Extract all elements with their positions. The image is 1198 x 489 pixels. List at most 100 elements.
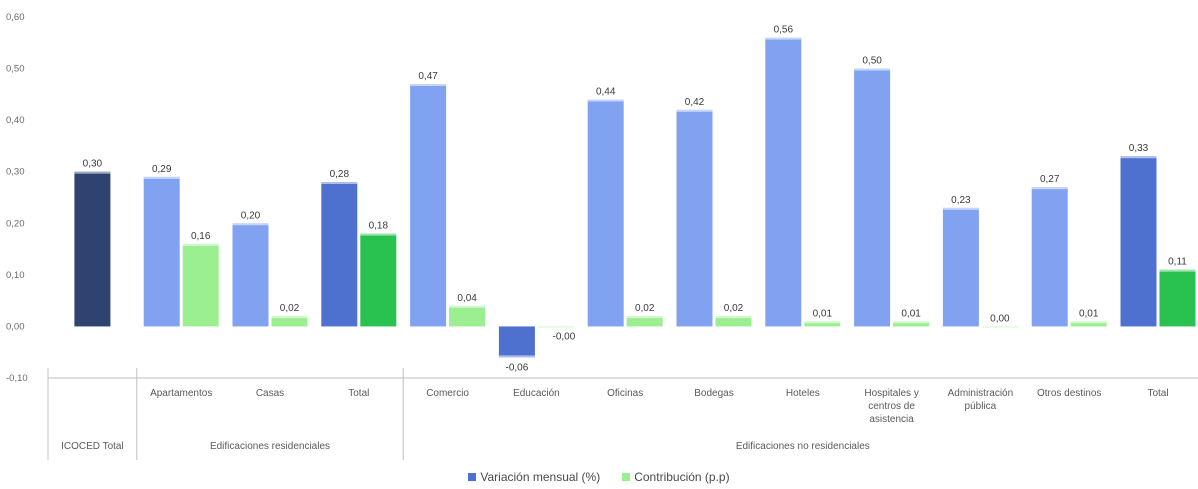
data-label: 0,01: [901, 308, 921, 319]
bar-highlight: [765, 37, 802, 40]
category-label: Bodegas: [694, 388, 733, 399]
bar-highlight: [804, 321, 841, 324]
bar-contribucion: [360, 233, 397, 327]
y-tick-label: 0,00: [6, 321, 25, 332]
bar-highlight: [1070, 321, 1107, 324]
data-label: 0,28: [330, 169, 350, 180]
bar-highlight: [232, 223, 269, 226]
bar-highlight: [449, 305, 486, 308]
bar-highlight: [942, 207, 979, 210]
category-label: Otros destinos: [1037, 388, 1101, 399]
bar-variacion: [410, 84, 447, 327]
bar-highlight: [143, 176, 180, 179]
data-label: 0,16: [191, 231, 211, 242]
group-label: ICOCED Total: [61, 441, 124, 452]
bar-highlight: [182, 243, 219, 246]
bar-variacion: [1120, 156, 1157, 327]
bar-contribucion: [1070, 321, 1107, 327]
category-label: Administración: [948, 388, 1014, 399]
bar-variacion: [232, 223, 269, 327]
legend-swatch-variacion: [468, 473, 477, 481]
data-label: 0,44: [596, 87, 616, 98]
category-label: Total: [1147, 388, 1168, 399]
category-label: Hospitales y: [864, 388, 918, 399]
data-label: 0,29: [152, 164, 172, 175]
data-label: 0,04: [457, 293, 477, 304]
bar-variacion: [765, 37, 802, 327]
data-label: 0,11: [1168, 257, 1187, 268]
bar-variacion: [74, 171, 111, 327]
category-label: pública: [965, 401, 997, 412]
legend: Variación mensual (%) Contribución (p.p): [0, 470, 1198, 484]
bar-variacion: [498, 326, 535, 358]
data-label: 0,18: [369, 221, 389, 232]
data-label: 0,56: [774, 25, 794, 36]
data-label: 0,02: [280, 303, 300, 314]
y-tick-label: -0,10: [6, 373, 28, 384]
bar-highlight: [410, 84, 447, 87]
legend-label-contribucion: Contribución (p.p): [634, 470, 730, 484]
category-label: Educación: [513, 388, 560, 399]
category-label: asistencia: [869, 414, 914, 425]
data-label: 0,47: [418, 71, 438, 82]
y-tick-label: 0,20: [6, 218, 25, 229]
data-label: 0,02: [635, 303, 655, 314]
bar-highlight: [1120, 156, 1157, 159]
bar-variacion: [854, 68, 891, 327]
bar-variacion: [321, 182, 358, 327]
data-label: 0,27: [1040, 174, 1060, 185]
data-label: 0,01: [813, 308, 833, 319]
group-label: Edificaciones residenciales: [210, 441, 330, 452]
category-label: Comercio: [426, 388, 469, 399]
bar-highlight: [981, 326, 1018, 329]
bar-contribucion: [449, 305, 486, 327]
bar-highlight: [360, 233, 397, 236]
bar-highlight: [321, 182, 358, 185]
data-label: 0,50: [862, 56, 882, 67]
bar-highlight: [271, 316, 308, 319]
bar-highlight: [1159, 269, 1196, 272]
bar-variacion: [1031, 187, 1068, 327]
data-label: 0,23: [951, 195, 971, 206]
category-label: Hoteles: [786, 388, 820, 399]
category-label: Apartamentos: [150, 388, 212, 399]
bar-highlight: [74, 171, 111, 174]
data-label: 0,33: [1129, 143, 1149, 154]
data-label: 0,20: [241, 210, 261, 221]
bar-variacion: [143, 176, 180, 327]
legend-swatch-contribucion: [622, 473, 631, 481]
bar-highlight: [676, 109, 713, 112]
bar-highlight: [626, 316, 663, 319]
data-label: 0,30: [83, 159, 103, 170]
bars-layer: 0,30 0,29 0,20 0,28 0,47 -0,06 0,44 0,42 0,56 0,5…: [74, 25, 1196, 373]
bar-contribucion: [893, 321, 930, 327]
bar-highlight: [587, 99, 624, 102]
bar-highlight: [537, 325, 574, 328]
legend-item-variacion: Variación mensual (%): [468, 470, 600, 484]
bar-contribucion: [271, 316, 308, 327]
bar-highlight: [1031, 187, 1068, 190]
y-tick-label: 0,30: [6, 167, 25, 178]
y-tick-label: 0,50: [6, 64, 25, 75]
group-label: Edificaciones no residenciales: [736, 441, 870, 452]
bar-highlight: [715, 316, 752, 319]
bar-highlight: [854, 68, 891, 71]
data-label: 0,01: [1079, 308, 1099, 319]
y-tick-label: 0,40: [6, 115, 25, 126]
data-label: 0,00: [990, 313, 1010, 324]
bar-contribucion: [804, 321, 841, 327]
category-label: centros de: [868, 401, 915, 412]
bar-highlight: [893, 321, 930, 324]
data-label: -0,00: [553, 331, 576, 342]
bar-contribucion: [182, 243, 219, 327]
bar-variacion: [676, 109, 713, 327]
bar-contribucion: [715, 316, 752, 327]
bar-chart: 0,600,500,400,300,200,100,00-0,10 0,30 0,…: [6, 12, 1198, 460]
y-axis: 0,60 0,50 0,40 0,30 0,20 0,10 0,00 -0,10: [6, 12, 28, 384]
y-tick-label: 0,60: [6, 12, 25, 23]
data-label: 0,42: [685, 97, 705, 108]
data-label: 0,02: [724, 303, 744, 314]
bar-contribucion: [1159, 269, 1196, 327]
category-label: Total: [348, 388, 369, 399]
bar-contribucion: [626, 316, 663, 327]
